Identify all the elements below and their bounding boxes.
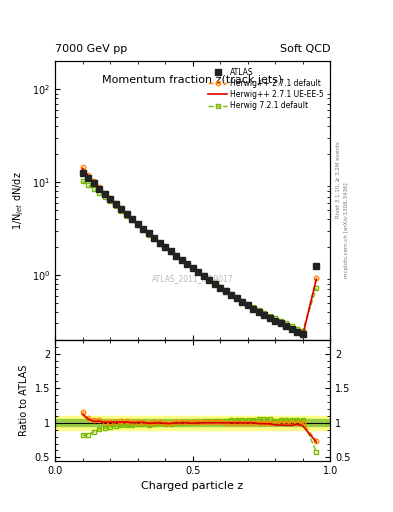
- Text: ATLAS_2011_I919017: ATLAS_2011_I919017: [152, 274, 233, 283]
- Bar: [55, 416, 330, 430]
- Text: 7000 GeV pp: 7000 GeV pp: [55, 44, 127, 54]
- Text: Momentum fraction z(track jets): Momentum fraction z(track jets): [103, 75, 283, 86]
- Y-axis label: Ratio to ATLAS: Ratio to ATLAS: [19, 365, 29, 436]
- Legend: ATLAS, Herwig++ 2.7.1 default, Herwig++ 2.7.1 UE-EE-5, Herwig 7.2.1 default: ATLAS, Herwig++ 2.7.1 default, Herwig++ …: [206, 65, 326, 113]
- Y-axis label: 1/N$_{jet}$ dN/dz: 1/N$_{jet}$ dN/dz: [12, 172, 26, 230]
- Text: mcplots.cern.ch [arXiv:1306.3436]: mcplots.cern.ch [arXiv:1306.3436]: [344, 183, 349, 278]
- X-axis label: Charged particle z: Charged particle z: [141, 481, 244, 491]
- Bar: [55, 419, 330, 426]
- Text: Soft QCD: Soft QCD: [280, 44, 330, 54]
- Text: Rivet 3.1.10, ≥ 3.2M events: Rivet 3.1.10, ≥ 3.2M events: [336, 141, 341, 218]
